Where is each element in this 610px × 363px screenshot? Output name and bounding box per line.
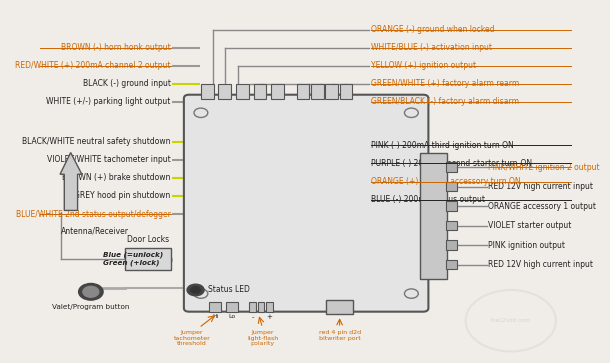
- Bar: [218, 84, 231, 99]
- Text: BROWN (+) brake shutdown: BROWN (+) brake shutdown: [62, 174, 171, 182]
- Text: RED/WHITE (+) 200mA channel 2 output: RED/WHITE (+) 200mA channel 2 output: [15, 61, 171, 70]
- Text: Green (+lock): Green (+lock): [102, 260, 159, 266]
- Text: RED 12V high current input: RED 12V high current input: [489, 260, 594, 269]
- Text: PURPLE (-) 200mA second-starter turn-ON: PURPLE (-) 200mA second-starter turn-ON: [371, 159, 532, 168]
- Bar: [446, 182, 456, 191]
- Text: Jumper
tachometer
threshold: Jumper tachometer threshold: [173, 330, 210, 346]
- Bar: [311, 84, 324, 99]
- Text: Jumper
light-flash
polarity: Jumper light-flash polarity: [247, 330, 278, 346]
- Circle shape: [79, 284, 103, 300]
- Text: Door Locks: Door Locks: [127, 235, 169, 244]
- Bar: [340, 84, 353, 99]
- Text: Blue (=unlock): Blue (=unlock): [102, 251, 163, 258]
- Circle shape: [187, 284, 204, 296]
- Text: GREY hood pin shutdown: GREY hood pin shutdown: [74, 191, 171, 200]
- Text: WHITE/BLUE (-) activation input: WHITE/BLUE (-) activation input: [371, 43, 492, 52]
- Text: RED 12V high current input: RED 12V high current input: [489, 182, 594, 191]
- Text: Lo: Lo: [229, 314, 236, 319]
- Text: PINK ignition output: PINK ignition output: [489, 241, 565, 250]
- Text: YELLOW (+) ignition output: YELLOW (+) ignition output: [371, 61, 476, 70]
- FancyBboxPatch shape: [184, 95, 428, 312]
- Bar: [258, 302, 264, 313]
- Polygon shape: [60, 152, 82, 211]
- Bar: [446, 201, 456, 211]
- Bar: [325, 84, 338, 99]
- Text: WHITE (+/-) parking light output: WHITE (+/-) parking light output: [46, 97, 171, 106]
- Circle shape: [83, 286, 99, 297]
- Bar: [201, 84, 213, 99]
- Text: red 4 pin d2d
bitwriter port: red 4 pin d2d bitwriter port: [318, 330, 361, 340]
- Text: the12volt.com: the12volt.com: [491, 318, 531, 323]
- Bar: [209, 302, 221, 313]
- Text: BLUE (-) 200mA status output: BLUE (-) 200mA status output: [371, 195, 485, 204]
- Bar: [296, 84, 309, 99]
- Text: Status LED: Status LED: [209, 285, 250, 294]
- Bar: [446, 240, 456, 250]
- Circle shape: [191, 287, 200, 293]
- Text: +: +: [267, 314, 273, 320]
- Text: Valet/Program button: Valet/Program button: [52, 304, 129, 310]
- Text: Hi: Hi: [212, 314, 218, 319]
- Text: VIOLET/WHITE tachometer input: VIOLET/WHITE tachometer input: [47, 155, 171, 164]
- Bar: [126, 248, 171, 270]
- Text: GREEN/WHITE (+) factory alarm rearm: GREEN/WHITE (+) factory alarm rearm: [371, 79, 519, 88]
- Text: ORANGE accessory 1 output: ORANGE accessory 1 output: [489, 201, 597, 211]
- Text: -: -: [251, 314, 254, 320]
- Bar: [420, 152, 447, 279]
- Bar: [226, 302, 238, 313]
- Text: ORANGE (-) ground when locked: ORANGE (-) ground when locked: [371, 25, 495, 34]
- Text: ORANGE (+) 200mA accessory turn ON: ORANGE (+) 200mA accessory turn ON: [371, 177, 520, 186]
- Bar: [236, 84, 249, 99]
- Bar: [267, 302, 273, 313]
- Text: PINK/WHITE ignition 2 output: PINK/WHITE ignition 2 output: [489, 163, 600, 172]
- Text: PINK (-) 200mA third ignition turn ON: PINK (-) 200mA third ignition turn ON: [371, 141, 514, 150]
- Bar: [249, 302, 256, 313]
- Bar: [326, 301, 353, 314]
- Text: BROWN (-) horn honk output: BROWN (-) horn honk output: [61, 43, 171, 52]
- Bar: [446, 221, 456, 230]
- Text: Antenna/Receiver: Antenna/Receiver: [60, 227, 129, 236]
- Text: BLACK (-) ground input: BLACK (-) ground input: [82, 79, 171, 88]
- Text: BLACK/WHITE neutral safety shutdown: BLACK/WHITE neutral safety shutdown: [22, 137, 171, 146]
- Bar: [446, 260, 456, 269]
- Text: BLUE/WHITE 2nd status output/defogger: BLUE/WHITE 2nd status output/defogger: [16, 209, 171, 219]
- Bar: [254, 84, 267, 99]
- Bar: [271, 84, 284, 99]
- Text: GREEN/BLACK (-) factory alarm disarm: GREEN/BLACK (-) factory alarm disarm: [371, 97, 519, 106]
- Bar: [446, 162, 456, 172]
- Text: VIOLET starter output: VIOLET starter output: [489, 221, 572, 230]
